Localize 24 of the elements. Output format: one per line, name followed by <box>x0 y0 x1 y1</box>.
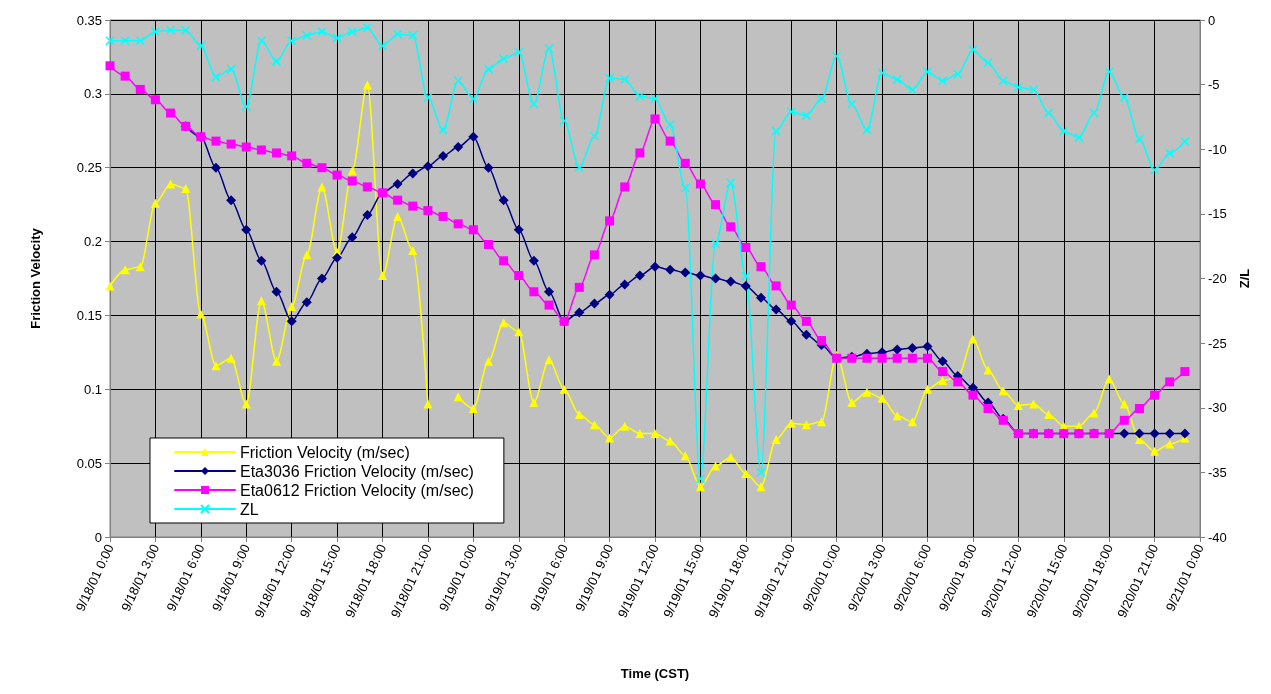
y2-tick-label: -40 <box>1208 529 1227 545</box>
legend-label: Eta3036 Friction Velocity (m/sec) <box>240 462 474 480</box>
y2-tick-label: -35 <box>1208 464 1227 480</box>
legend-label: ZL <box>240 500 259 518</box>
y-tick-label: 0.3 <box>83 86 102 102</box>
y2-tick-label: -20 <box>1208 271 1227 286</box>
y2-axis-title: Z/L <box>1237 268 1252 289</box>
y-axis-title: Friction Velocity <box>28 227 43 329</box>
y-tick-label: 0.25 <box>76 160 102 176</box>
legend-label: Friction Velocity (m/sec) <box>240 443 410 461</box>
y-tick-label: 0.05 <box>76 455 102 471</box>
y-tick-label: 0.35 <box>76 12 102 28</box>
y2-tick-label: -25 <box>1208 335 1227 351</box>
y2-tick-label: -15 <box>1208 206 1227 222</box>
y2-tick-label: -5 <box>1208 77 1220 93</box>
x-axis-title: Time (CST) <box>620 666 690 681</box>
y2-tick-label: -10 <box>1208 141 1227 157</box>
legend-label: Eta0612 Friction Velocity (m/sec) <box>240 481 474 499</box>
y2-tick-label: -30 <box>1208 400 1227 416</box>
y-tick-label: 0 <box>94 529 102 545</box>
y-tick-label: 0.15 <box>76 307 102 323</box>
y-tick-label: 0.2 <box>83 234 102 250</box>
y-tick-label: 0.1 <box>83 381 102 397</box>
y2-tick-label: 0 <box>1208 12 1216 28</box>
